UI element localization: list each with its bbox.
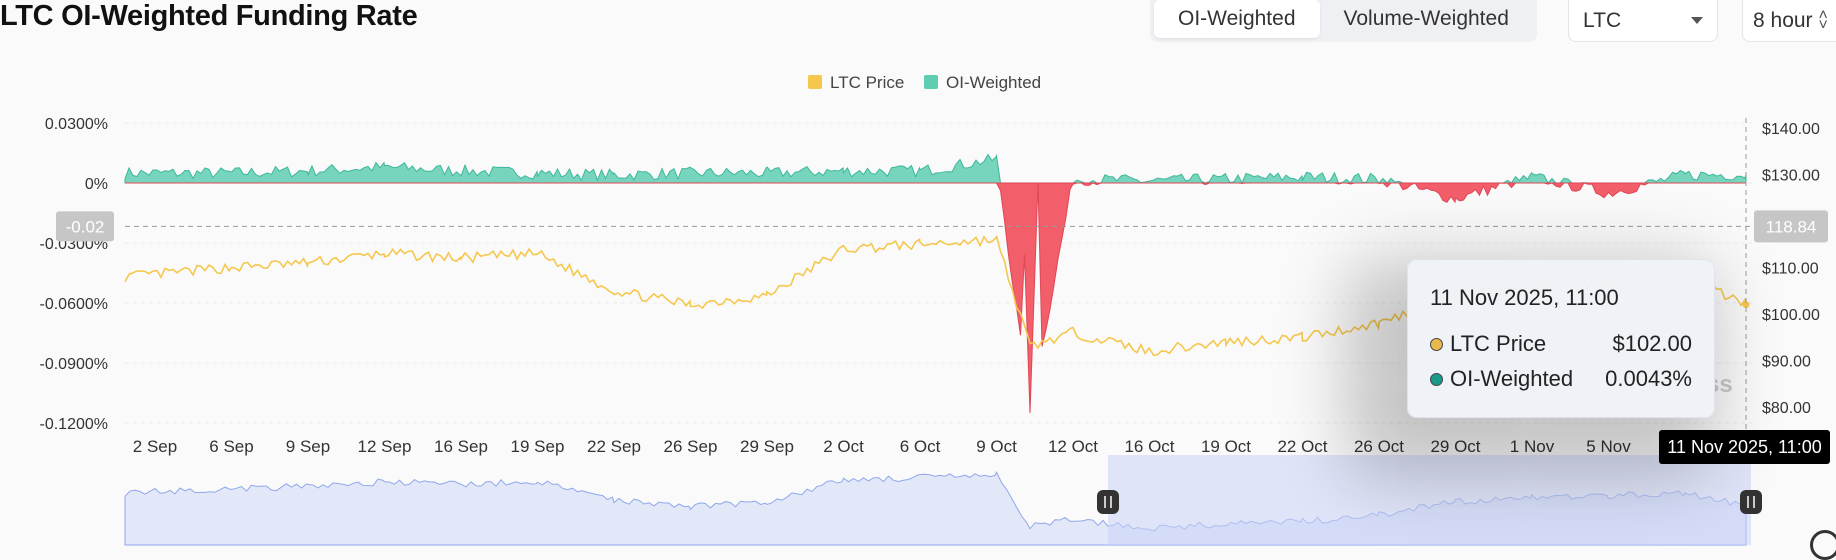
x-tick-label: 16 Sep — [434, 437, 488, 456]
x-tick-label: 16 Oct — [1124, 437, 1174, 456]
y-left-tick-label: 0% — [85, 176, 108, 193]
x-tick-label: 9 Oct — [976, 437, 1017, 456]
y-left-tick-label: -0.0900% — [40, 356, 109, 373]
x-tick-label: 12 Sep — [358, 437, 412, 456]
interval-select-value: 8 hour — [1753, 8, 1813, 32]
x-tick-label: 19 Oct — [1201, 437, 1251, 456]
x-tick-label: 12 Oct — [1048, 437, 1098, 456]
crosshair-left-label: -0.02 — [66, 217, 105, 236]
volume-weighted-option[interactable]: Volume-Weighted — [1343, 7, 1509, 30]
y-right-tick-label: $140.00 — [1762, 121, 1820, 138]
x-tick-label: 2 Oct — [823, 437, 864, 456]
x-tick-label: 6 Oct — [900, 437, 941, 456]
y-left-tick-label: 0.0300% — [45, 116, 108, 133]
x-tick-label: 26 Sep — [664, 437, 718, 456]
coin-select-value: LTC — [1583, 8, 1622, 32]
crosshair-right-box — [1754, 210, 1828, 243]
tooltip-date: 11 Nov 2025, 11:00 — [1430, 285, 1619, 310]
y-right-tick-label: $130.00 — [1762, 168, 1820, 185]
x-tick-label: 29 Oct — [1430, 437, 1480, 456]
tooltip-row-price: LTC Price $102.00 — [1430, 331, 1692, 357]
funding-negative-area — [125, 182, 1746, 414]
navigator-handle-left[interactable] — [1097, 490, 1119, 514]
tooltip-price-value: $102.00 — [1612, 331, 1692, 356]
y-right-tick-label: $80.00 — [1762, 400, 1811, 417]
crosshair-left-box — [56, 211, 114, 242]
y-right-tick-label: $90.00 — [1762, 354, 1811, 371]
gear-icon[interactable] — [1810, 530, 1836, 560]
x-tick-label: 5 Nov — [1586, 437, 1631, 456]
chevron-down-icon — [1691, 17, 1703, 24]
up-down-icon: ˄ ˅ — [1818, 6, 1828, 34]
price-end-point — [1742, 301, 1750, 309]
price-dot-icon — [1430, 337, 1443, 351]
crosshair-x-label: 11 Nov 2025, 11:00 — [1659, 430, 1830, 464]
crosshair-right-label: 118.84 — [1766, 217, 1817, 236]
x-tick-label: 6 Sep — [209, 437, 253, 456]
x-tick-label: 29 Sep — [740, 437, 794, 456]
chart-tooltip: 11 Nov 2025, 11:00 LTC Price $102.00 OI-… — [1407, 259, 1715, 418]
legend-swatch-oi — [924, 75, 938, 89]
weighting-toggle: OI-Weighted Volume-Weighted — [1150, 0, 1537, 42]
legend-swatch-price — [808, 75, 822, 89]
x-tick-label: 19 Sep — [511, 437, 565, 456]
x-tick-label: 26 Oct — [1354, 437, 1404, 456]
oi-dot-icon — [1430, 372, 1443, 386]
x-tick-label: 22 Sep — [587, 437, 641, 456]
y-left-tick-label: -0.1200% — [40, 416, 109, 433]
y-right-tick-label: $110.00 — [1762, 261, 1819, 278]
x-tick-label: 9 Sep — [286, 437, 330, 456]
tooltip-oi-value: 0.0043% — [1605, 366, 1692, 391]
coin-select[interactable]: LTC — [1568, 0, 1718, 42]
y-right-tick-label: $100.00 — [1762, 307, 1820, 324]
navigator-handle-right[interactable] — [1740, 490, 1762, 514]
legend-label-oi: OI-Weighted — [946, 73, 1041, 92]
navigator-selection — [1108, 455, 1751, 545]
x-tick-label: 1 Nov — [1510, 437, 1555, 456]
tooltip-price-label: LTC Price — [1450, 331, 1547, 356]
x-tick-label: 22 Oct — [1277, 437, 1327, 456]
tooltip-oi-label: OI-Weighted — [1450, 366, 1574, 391]
tooltip-row-oi: OI-Weighted 0.0043% — [1430, 366, 1692, 392]
page-title: LTC OI-Weighted Funding Rate — [0, 0, 418, 32]
x-tick-label: 2 Sep — [133, 437, 177, 456]
legend-label-price: LTC Price — [830, 73, 904, 92]
funding-positive-area — [124, 153, 1747, 185]
y-left-tick-label: -0.0600% — [40, 296, 109, 313]
oi-weighted-option[interactable]: OI-Weighted — [1154, 0, 1320, 38]
interval-select[interactable]: 8 hour ˄ ˅ — [1742, 0, 1836, 42]
